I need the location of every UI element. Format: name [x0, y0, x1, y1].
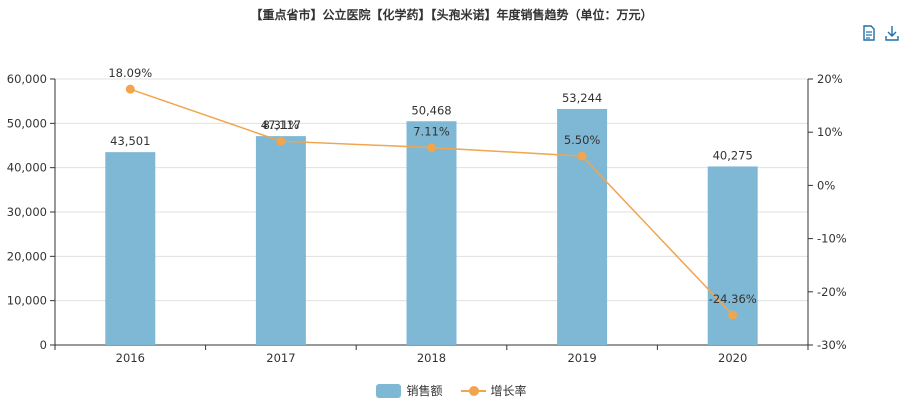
y-right-tick-label: 0%	[817, 178, 835, 192]
bar-sales	[105, 152, 156, 345]
y-left-tick-label: 0	[40, 338, 47, 352]
y-left-tick-label: 10,000	[7, 294, 47, 308]
legend: 销售额 增长率	[0, 382, 903, 399]
growth-data-label: 7.11%	[413, 125, 450, 139]
bar-sales	[557, 108, 608, 345]
y-left-tick-label: 30,000	[7, 205, 47, 219]
bar-data-label: 43,501	[110, 134, 150, 148]
y-left-tick-label: 40,000	[7, 161, 47, 175]
bar-sales	[406, 121, 457, 345]
download-icon[interactable]	[883, 24, 901, 42]
y-right-tick-label: -20%	[817, 285, 847, 299]
growth-point	[577, 151, 587, 161]
y-right-tick-label: -30%	[817, 338, 847, 352]
x-tick-label: 2020	[718, 351, 747, 365]
bar-data-label: 40,275	[713, 148, 753, 162]
growth-point	[427, 143, 436, 153]
data-view-icon[interactable]	[860, 24, 878, 42]
x-tick-label: 2016	[116, 351, 145, 365]
y-left-tick-label: 60,000	[7, 72, 47, 86]
legend-line-swatch	[460, 384, 486, 398]
bar-sales	[255, 136, 306, 345]
y-left-tick-label: 20,000	[7, 249, 47, 263]
bar-data-label: 53,244	[562, 91, 602, 105]
growth-data-label: 8.31%	[263, 118, 300, 132]
x-tick-label: 2017	[266, 351, 295, 365]
y-right-tick-label: -10%	[817, 232, 847, 246]
growth-data-label: 5.50%	[564, 133, 601, 147]
x-tick-label: 2019	[567, 351, 596, 365]
legend-bar-swatch	[376, 383, 402, 398]
y-right-tick-label: 20%	[817, 72, 843, 86]
x-tick-label: 2018	[417, 351, 446, 365]
legend-label-growth: 增长率	[490, 384, 527, 398]
growth-data-label: -24.36%	[709, 292, 757, 306]
growth-data-label: 18.09%	[108, 66, 152, 80]
legend-item-growth[interactable]: 增长率	[460, 382, 527, 399]
bar-data-label: 50,468	[411, 103, 451, 117]
y-right-tick-label: 10%	[817, 125, 843, 139]
legend-item-sales[interactable]: 销售额	[376, 382, 443, 399]
y-left-tick-label: 50,000	[7, 116, 47, 130]
chart-title: 【重点省市】公立医院【化学药】【头孢米诺】年度销售趋势（单位：万元）	[250, 8, 653, 22]
growth-point	[728, 310, 738, 320]
growth-point	[276, 136, 286, 146]
growth-point	[125, 84, 135, 94]
bar-data-label: 47,117	[261, 118, 301, 132]
legend-label-sales: 销售额	[406, 384, 443, 398]
